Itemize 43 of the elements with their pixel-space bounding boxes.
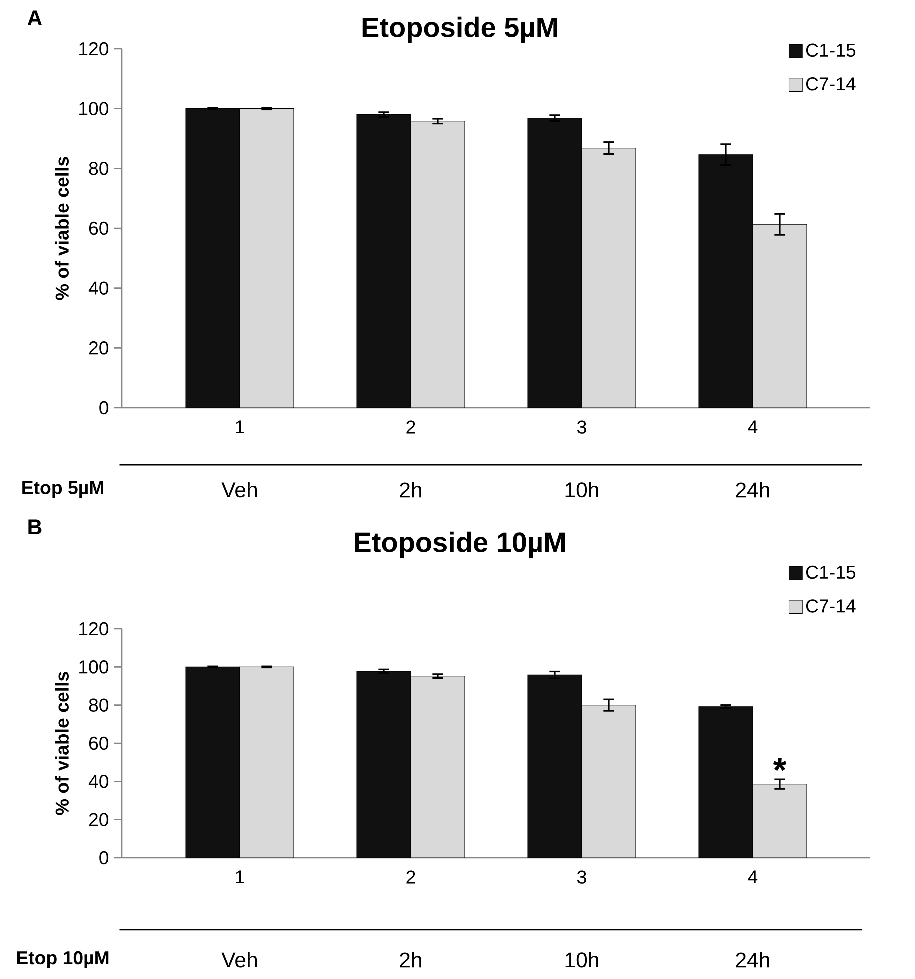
y-tick-label: 40 [88,282,109,295]
y-tick-label: 20 [89,342,109,355]
text: 24h [736,482,770,498]
text: 10h [566,952,598,968]
x-tick-label: 4 [748,420,758,434]
y-tick-label: 0 [100,851,109,865]
annotation: * [773,758,787,772]
y-tick-label: 60 [89,736,109,750]
y-axis-title: % of viable cells [55,157,69,300]
text: Veh [222,482,258,498]
text: 2h [400,952,422,968]
text: 2h [400,482,422,498]
y-tick-label: 0 [100,401,109,415]
y-axis-title: % of viable cells [55,672,69,816]
y-tick-label: 20 [89,813,109,826]
y-tick-label: 100 [80,102,109,116]
legend-label: C7-14 [806,600,856,613]
text: 10h [566,482,598,498]
chart-title: Etoposide 5µM [362,16,558,44]
y-tick-label: 80 [89,162,109,176]
legend-label: C1-15 [806,44,856,58]
x-tick-label: 2 [406,870,416,884]
chart-title: Etoposide 10µM [355,532,566,558]
text: A [28,10,42,26]
text: 24h [736,952,770,968]
y-tick-label: 120 [80,42,109,56]
x-tick-label: 2 [406,420,416,434]
y-tick-label: 40 [88,775,109,788]
text: Veh [222,952,258,968]
y-tick-label: 80 [89,698,109,712]
x-tick-label: 3 [578,420,586,434]
x-tick-label: 1 [236,420,244,434]
x-tick-label: 1 [236,870,244,884]
legend-label: C1-15 [806,566,856,580]
text: Etop 5µM [22,481,104,498]
y-tick-label: 100 [80,660,109,674]
x-tick-label: 4 [748,870,758,884]
legend-label: C7-14 [806,78,856,91]
x-tick-label: 3 [578,870,586,884]
y-tick-label: 120 [80,622,109,636]
y-tick-label: 60 [89,222,109,236]
text: B [28,520,42,534]
text: Etop 10µM [17,951,109,968]
